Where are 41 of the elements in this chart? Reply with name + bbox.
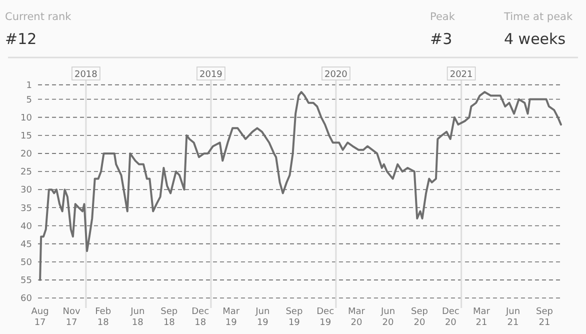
x-tick-label: Jun 21 — [504, 307, 520, 328]
y-tick-label: 60 — [20, 294, 32, 304]
y-tick-label: 10 — [20, 113, 32, 124]
x-tick-label: Dec 20 — [442, 307, 460, 328]
x-tick-label: Sep 20 — [411, 307, 428, 328]
text: Time at peak — [503, 11, 574, 23]
y-tick-label: 5 — [26, 95, 32, 106]
x-tick-label: Sep 19 — [286, 307, 303, 328]
y-tick-label: 1 — [26, 80, 32, 91]
y-tick-label: 45 — [20, 240, 32, 250]
x-tick-label: Feb 18 — [95, 307, 112, 328]
x-tick-label: Jun 18 — [130, 307, 145, 328]
x-tick-label: Jun 20 — [380, 307, 396, 328]
ref-line-label: 2021 — [450, 70, 473, 80]
text: #12 — [5, 30, 37, 48]
y-tick-label: 50 — [20, 258, 32, 268]
y-tick-label: 25 — [20, 168, 32, 178]
text: 4 weeks — [504, 30, 566, 48]
ref-line-label: 2018 — [74, 70, 98, 80]
text: #3 — [430, 30, 452, 48]
x-tick-label: Nov 17 — [62, 307, 82, 328]
x-tick-label: Dec 19 — [316, 307, 334, 328]
text: Peak — [430, 11, 456, 23]
ref-line-label: 2019 — [200, 70, 223, 80]
text: Current rank — [5, 11, 72, 23]
x-tick-label: Mar 21 — [473, 307, 490, 328]
x-tick-label: Mar 20 — [348, 307, 366, 328]
x-tick-label: Dec 18 — [192, 307, 210, 328]
y-tick-label: 40 — [20, 222, 32, 232]
x-tick-label: Aug 17 — [31, 307, 49, 328]
y-tick-label: 35 — [20, 204, 32, 214]
y-tick-label: 30 — [20, 186, 32, 196]
line-series — [39, 91, 562, 281]
x-tick-label: Mar 19 — [222, 307, 240, 328]
y-tick-label: 15 — [20, 132, 32, 142]
x-tick-label: Sep 18 — [160, 307, 178, 328]
y-tick-label: 20 — [20, 150, 32, 160]
x-tick-label: Sep 21 — [536, 307, 554, 328]
y-tick-label: 55 — [20, 276, 32, 286]
x-tick-label: Jun 19 — [254, 307, 270, 328]
ref-line-label: 2020 — [324, 70, 348, 80]
